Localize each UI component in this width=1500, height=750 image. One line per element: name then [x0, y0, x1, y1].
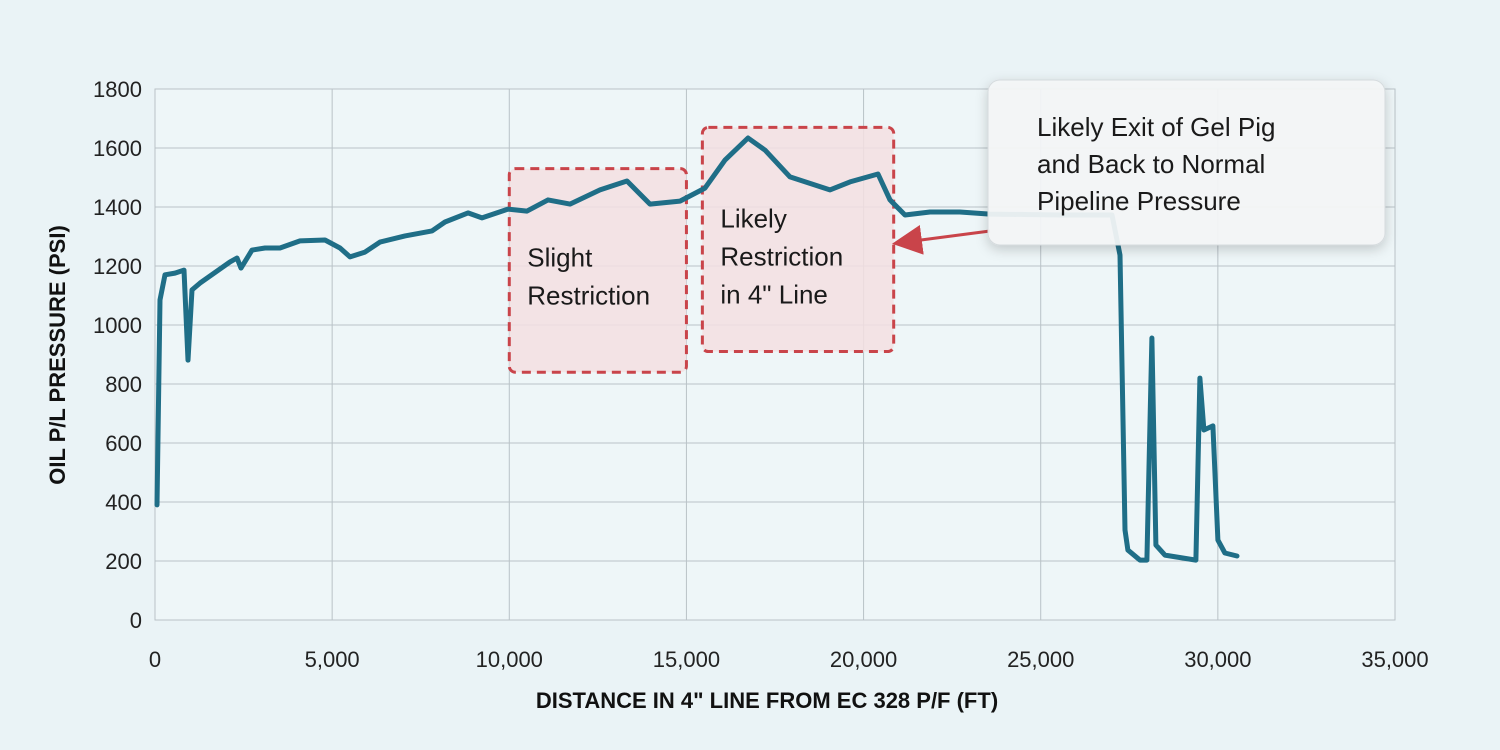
annotation-line: Slight [527, 243, 593, 273]
annotation-box-slight [507, 167, 688, 374]
annotation-text-likely: Likely Restriction in 4" Line [720, 203, 843, 309]
y-axis-label: OIL P/L PRESSURE (PSI) [45, 225, 70, 485]
y-tick-label: 0 [130, 608, 142, 633]
x-tick-label: 15,000 [653, 647, 720, 672]
x-tick-label: 0 [149, 647, 161, 672]
callout-line: Likely Exit of Gel Pig [1037, 112, 1275, 142]
y-tick-label: 800 [105, 372, 142, 397]
callout-text: Likely Exit of Gel Pig and Back to Normal… [1037, 112, 1275, 216]
annotation-line: in 4" Line [720, 279, 828, 309]
callout-line: and Back to Normal [1037, 149, 1265, 179]
x-tick-label: 10,000 [476, 647, 543, 672]
y-tick-label: 400 [105, 490, 142, 515]
annotation-box-likely [700, 125, 896, 354]
annotation-line: Likely [720, 203, 786, 233]
y-tick-label: 1200 [93, 254, 142, 279]
callout-line: Pipeline Pressure [1037, 186, 1241, 216]
x-axis-label: DISTANCE IN 4" LINE FROM EC 328 P/F (FT) [536, 688, 998, 713]
x-tick-label: 30,000 [1184, 647, 1251, 672]
callout-arrow [892, 225, 991, 255]
y-axis-ticks: 0 200 400 600 800 1000 1200 1400 1600 1800 [93, 77, 142, 633]
y-tick-label: 1800 [93, 77, 142, 102]
y-tick-label: 1400 [93, 195, 142, 220]
x-tick-label: 35,000 [1361, 647, 1428, 672]
x-tick-label: 25,000 [1007, 647, 1074, 672]
y-tick-label: 1600 [93, 136, 142, 161]
y-tick-label: 200 [105, 549, 142, 574]
annotation-line: Restriction [527, 281, 650, 311]
x-axis-ticks: 0 5,000 10,000 15,000 20,000 25,000 30,000 35,0… [149, 647, 1429, 672]
annotation-text-slight: Slight Restriction [527, 243, 650, 311]
callout-box [987, 79, 1386, 246]
exit-callout: Likely Exit of Gel Pig and Back to Normal… [892, 79, 1386, 255]
y-tick-label: 600 [105, 431, 142, 456]
y-tick-label: 1000 [93, 313, 142, 338]
annotation-line: Restriction [720, 241, 843, 271]
x-tick-label: 5,000 [305, 647, 360, 672]
x-tick-label: 20,000 [830, 647, 897, 672]
